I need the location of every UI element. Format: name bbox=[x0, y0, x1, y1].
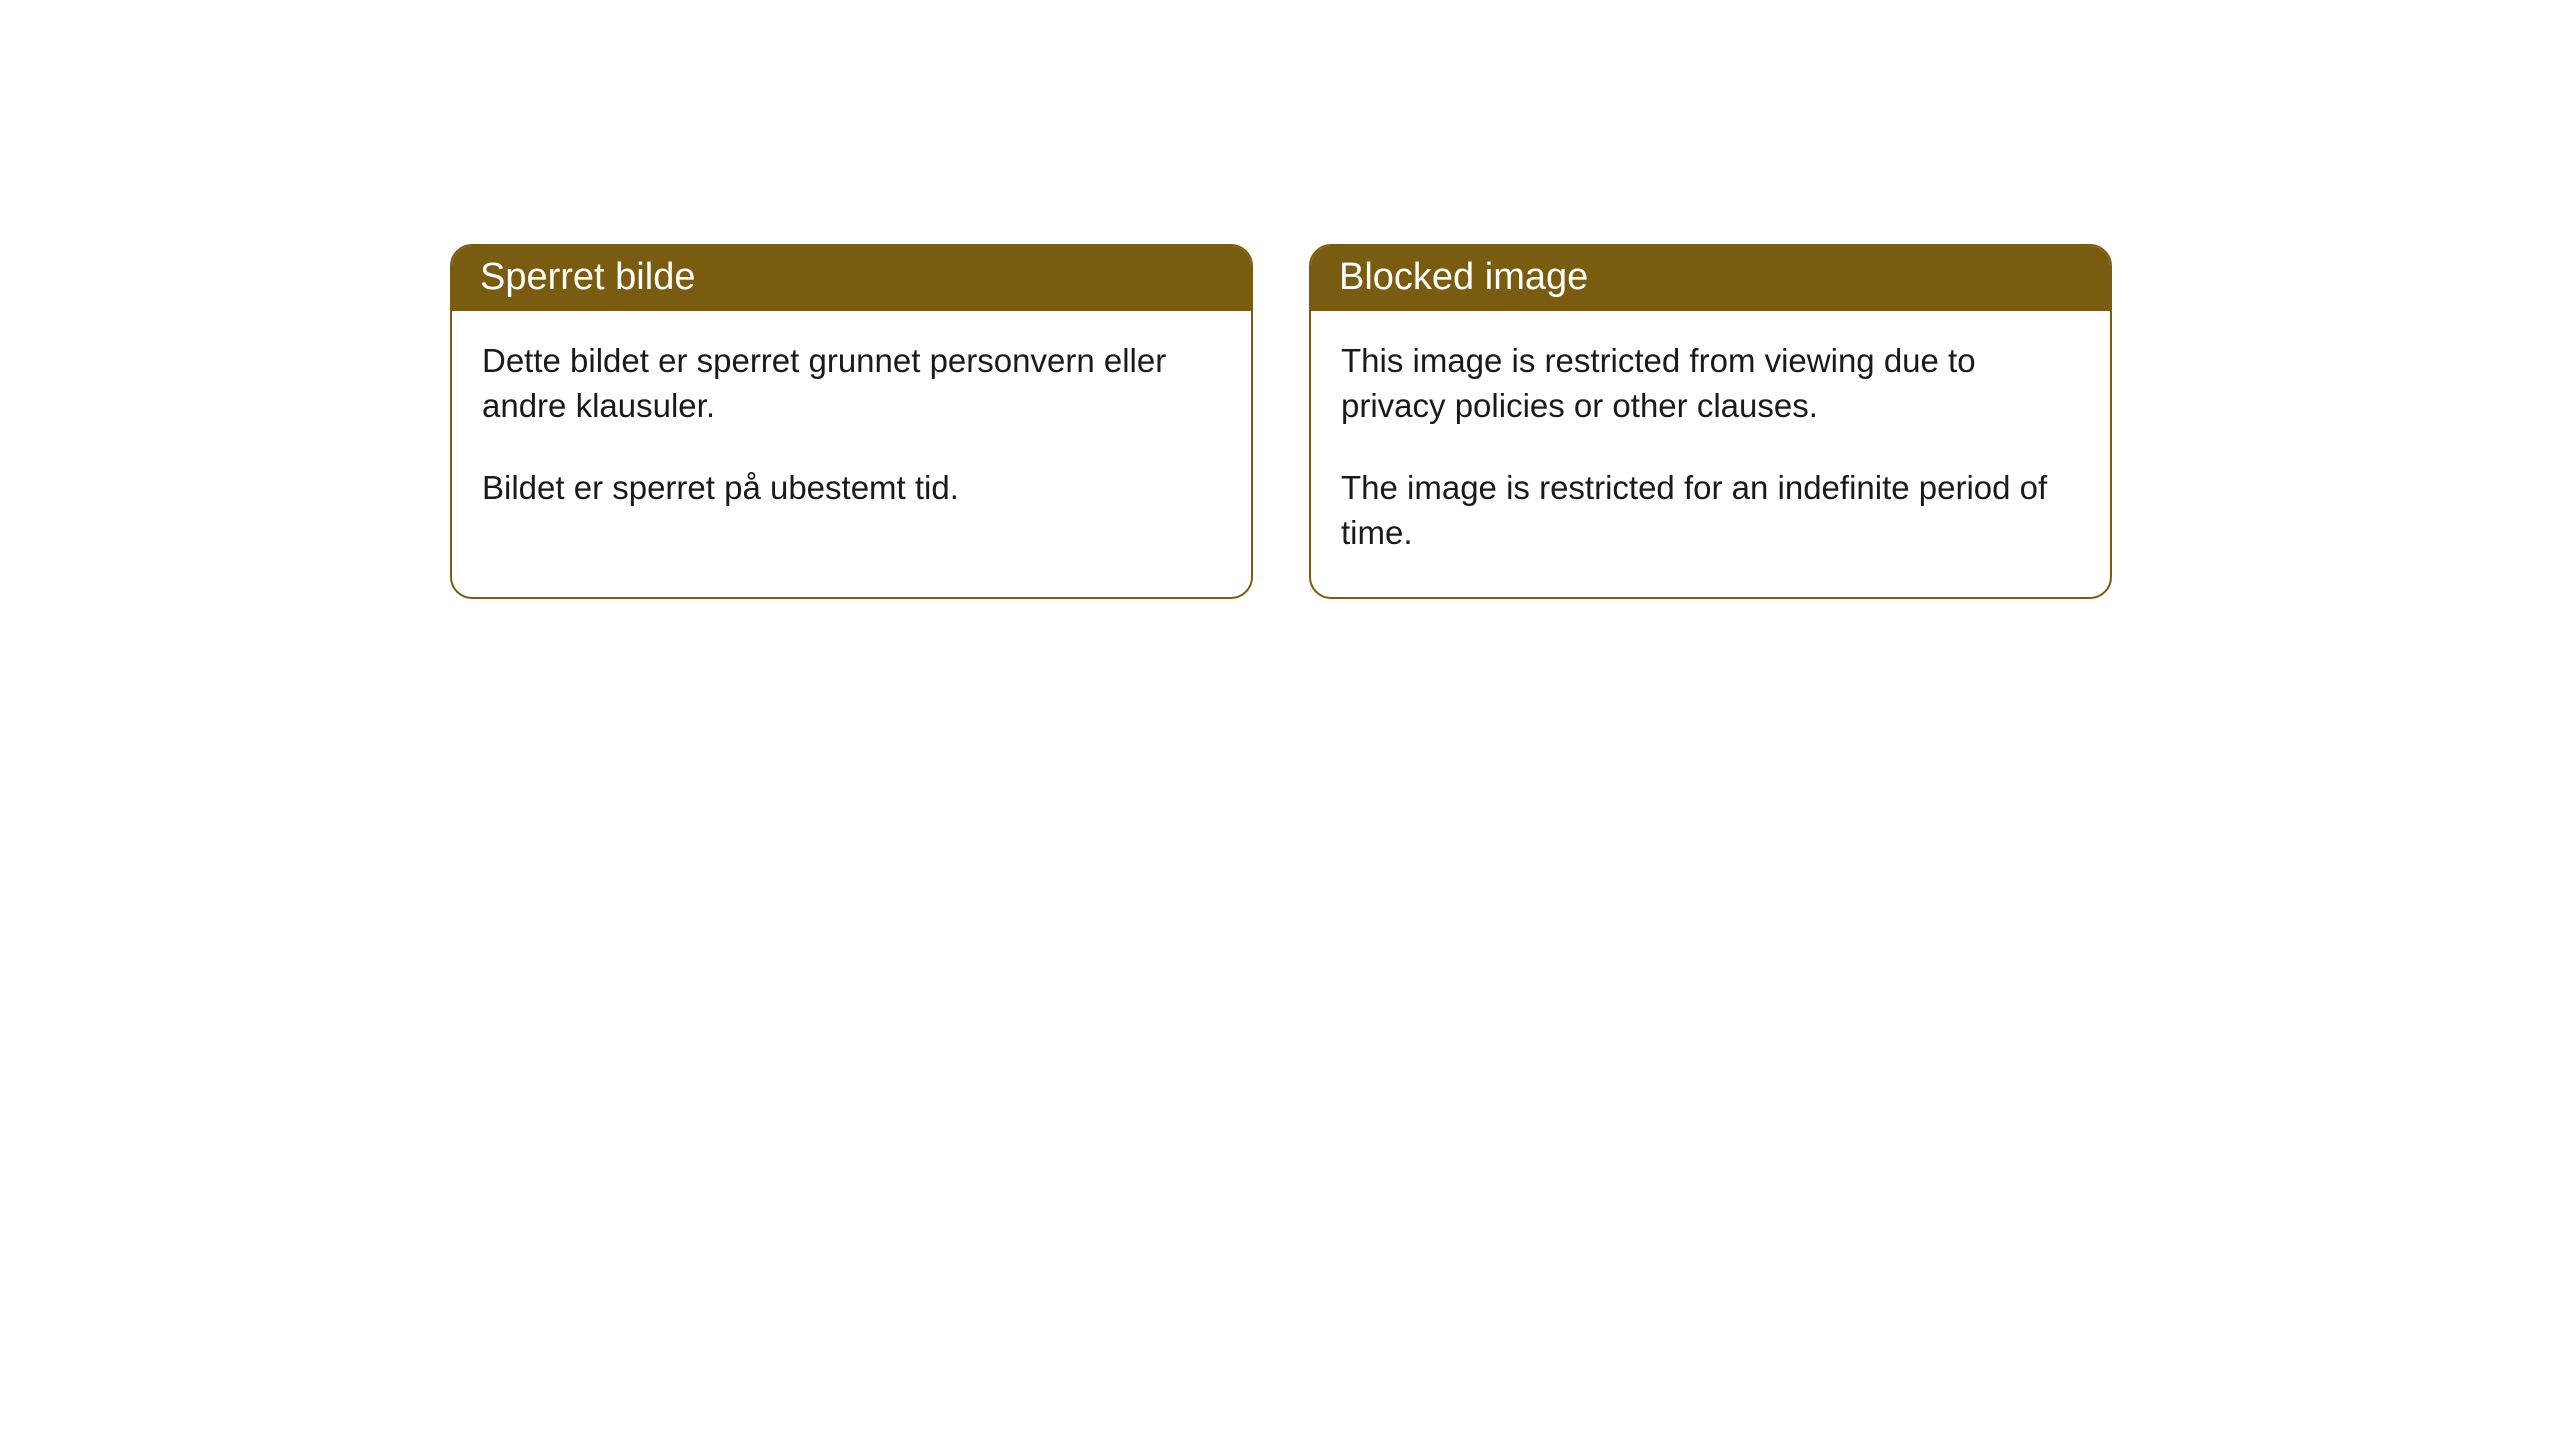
card-body-en: This image is restricted from viewing du… bbox=[1311, 311, 2110, 597]
card-paragraph-no-2: Bildet er sperret på ubestemt tid. bbox=[482, 466, 1221, 511]
blocked-image-card-en: Blocked image This image is restricted f… bbox=[1309, 244, 2112, 599]
notice-container: Sperret bilde Dette bildet er sperret gr… bbox=[0, 0, 2560, 599]
card-title-en: Blocked image bbox=[1311, 246, 2110, 311]
card-paragraph-en-2: The image is restricted for an indefinit… bbox=[1341, 466, 2080, 555]
card-paragraph-en-1: This image is restricted from viewing du… bbox=[1341, 339, 2080, 428]
card-paragraph-no-1: Dette bildet er sperret grunnet personve… bbox=[482, 339, 1221, 428]
blocked-image-card-no: Sperret bilde Dette bildet er sperret gr… bbox=[450, 244, 1253, 599]
card-title-no: Sperret bilde bbox=[452, 246, 1251, 311]
card-body-no: Dette bildet er sperret grunnet personve… bbox=[452, 311, 1251, 553]
